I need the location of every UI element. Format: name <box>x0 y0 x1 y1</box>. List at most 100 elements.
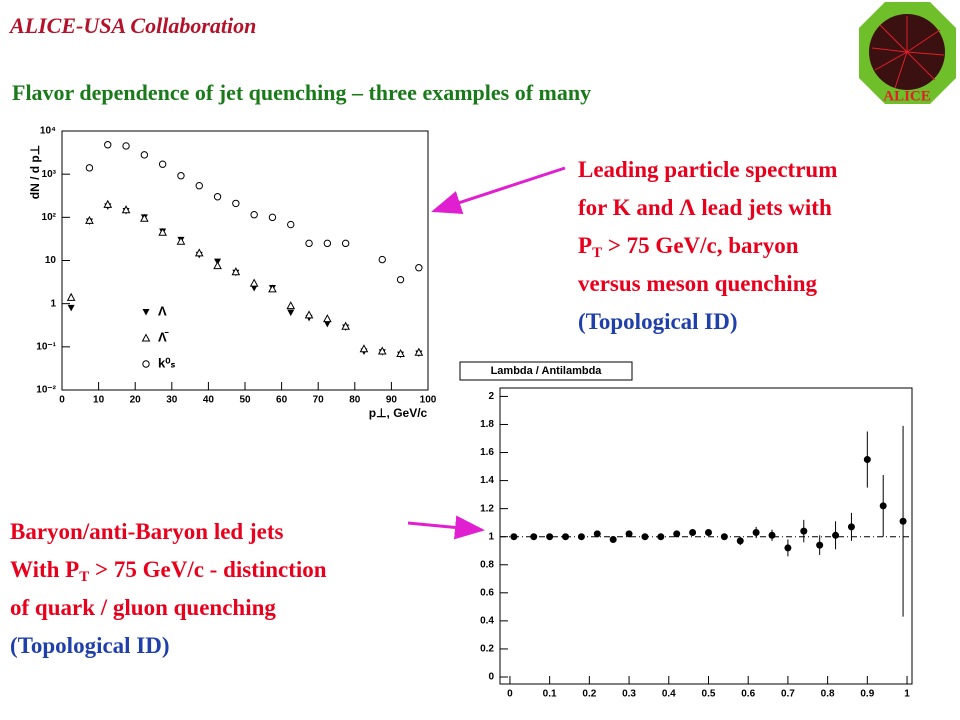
legend-label: Λ <box>158 303 167 318</box>
legend-label: k⁰ₛ <box>158 355 175 370</box>
point <box>752 528 760 536</box>
x-tick-label: 60 <box>276 395 288 406</box>
annotation-line: Leading particle spectrum <box>578 157 837 182</box>
point <box>286 301 296 310</box>
point <box>847 523 855 531</box>
point <box>377 346 387 355</box>
slide-title: Flavor dependence of jet quenching – thr… <box>12 80 591 105</box>
point <box>158 160 167 168</box>
point <box>305 239 313 248</box>
annotation-text: versus meson quenching <box>578 271 817 296</box>
header: ALICE-USA Collaboration <box>8 13 256 38</box>
annotation-text: (Topological ID) <box>578 309 738 334</box>
point <box>593 530 601 538</box>
x-tick-label: 0.4 <box>662 689 676 700</box>
x-tick-label: 70 <box>313 395 325 406</box>
point <box>140 151 149 159</box>
annotation-text: With P <box>10 557 79 582</box>
point <box>104 141 112 149</box>
point <box>562 533 570 541</box>
legend-marker <box>141 333 151 342</box>
point <box>341 321 350 330</box>
point <box>396 348 405 358</box>
point <box>85 164 94 172</box>
point <box>85 215 94 224</box>
point <box>800 527 808 535</box>
plot-frame <box>499 387 913 685</box>
title-box <box>459 361 633 381</box>
x-tick-label: 80 <box>349 395 361 406</box>
y-tick-label: 1 <box>50 298 56 309</box>
y-tick-label: 10³ <box>42 169 57 180</box>
x-tick-label: 20 <box>130 395 142 406</box>
x-tick-label: 50 <box>239 395 251 406</box>
point <box>213 193 222 201</box>
point <box>768 531 776 539</box>
x-axis-label: p⊥, GeV/c <box>369 406 428 420</box>
y-tick-label: 1.2 <box>480 503 494 514</box>
chart: 0 10 20 30 40 50 60 70 80 90 100 10⁻² 10⁻¹ 1 10 10² 10³ 1… <box>28 126 437 421</box>
annotation-line: Baryon/anti-Baryon led jets <box>10 519 283 544</box>
point <box>121 205 131 214</box>
point <box>378 255 386 264</box>
x-tick-label: 90 <box>386 395 398 406</box>
annotation-line: versus meson quenching <box>578 271 817 296</box>
annotation-text: Leading particle spectrum <box>578 157 837 182</box>
x-tick-label: 0 <box>59 395 65 406</box>
logo-text: ALICE <box>883 88 931 104</box>
point <box>323 314 332 323</box>
point <box>415 264 423 272</box>
point <box>194 248 204 257</box>
point <box>879 502 887 510</box>
annotation-text: of quark / gluon quenching <box>10 595 276 620</box>
annotation-text: > 75 GeV/c, baryon <box>602 233 799 258</box>
point <box>414 347 424 356</box>
point <box>816 541 824 549</box>
arrow <box>431 166 566 214</box>
y-tick-label: 10⁻¹ <box>36 341 56 352</box>
arrow <box>407 515 485 540</box>
y-tick-label: 10⁴ <box>40 126 56 137</box>
point <box>177 172 185 180</box>
y-tick-label: 10 <box>45 255 57 266</box>
subscript: T <box>79 569 89 585</box>
plot-frame <box>61 130 429 391</box>
point <box>66 292 76 301</box>
point <box>140 213 149 222</box>
legend-marker <box>142 360 150 368</box>
annotation-line: (Topological ID) <box>578 309 738 334</box>
point <box>103 199 113 208</box>
point <box>625 530 633 538</box>
x-tick-label: 0.8 <box>821 689 835 700</box>
x-tick-label: 0.7 <box>781 689 795 700</box>
y-tick-label: 2 <box>488 391 494 402</box>
point <box>67 304 75 312</box>
point <box>689 528 697 536</box>
point <box>268 213 277 222</box>
point <box>577 533 585 541</box>
point <box>396 275 405 284</box>
point <box>232 199 240 208</box>
x-tick-label: 40 <box>203 395 215 406</box>
x-tick-label: 0.2 <box>582 689 596 700</box>
point <box>158 227 167 236</box>
point <box>530 533 538 541</box>
point <box>304 310 314 319</box>
chart-title: Lambda / Antilambda <box>491 365 603 377</box>
y-tick-label: 10² <box>42 212 57 223</box>
point <box>287 220 295 229</box>
point <box>609 536 617 544</box>
x-tick-label: 100 <box>420 395 437 406</box>
point <box>341 239 350 248</box>
x-tick-label: 0.6 <box>741 689 755 700</box>
point <box>176 236 186 245</box>
annotation-text: for K and Λ lead jets with <box>578 195 832 220</box>
annotation-line: (Topological ID) <box>10 633 170 658</box>
x-tick-label: 0.9 <box>860 689 874 700</box>
legend-label: Λ̄ <box>158 329 169 344</box>
y-tick-label: 0 <box>488 672 494 683</box>
point <box>736 537 744 545</box>
y-tick-label: 0.6 <box>480 587 494 598</box>
point <box>249 278 259 287</box>
